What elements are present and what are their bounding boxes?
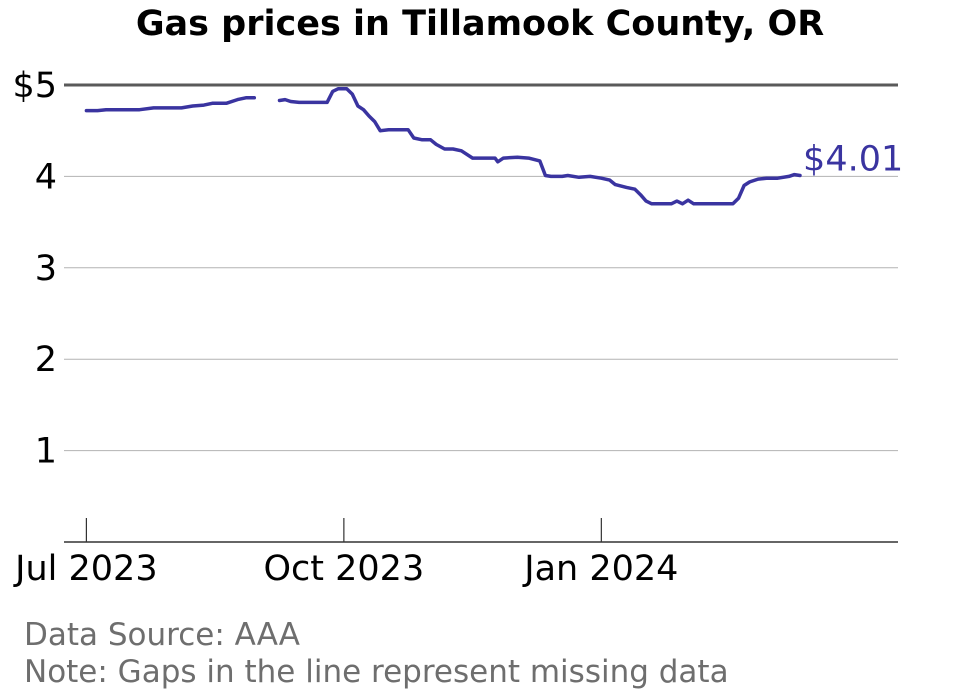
x-tick-label: Jan 2024 (522, 549, 678, 589)
x-ticks: Jul 2023 Oct 2023 Jan 2024 (13, 518, 678, 589)
missing-data-note: Note: Gaps in the line represent missing… (24, 654, 729, 690)
chart-title: Gas prices in Tillamook County, OR (135, 4, 825, 44)
y-tick-labels: 1 2 3 4 $5 (12, 66, 57, 472)
x-tick-label: Oct 2023 (264, 549, 425, 589)
last-value-label: $4.01 (803, 139, 903, 179)
series-line-segment-1 (84, 96, 257, 113)
grid-lines (64, 83, 898, 452)
series-lines (84, 86, 802, 206)
y-tick-label: 1 (35, 432, 57, 472)
y-tick-label: $5 (12, 66, 57, 106)
data-source-note: Data Source: AAA (24, 617, 300, 653)
series-line-segment-2 (277, 86, 802, 206)
y-tick-label: 4 (35, 157, 57, 197)
y-tick-label: 2 (35, 340, 57, 380)
y-tick-label: 3 (35, 249, 57, 289)
x-tick-label: Jul 2023 (13, 549, 157, 589)
